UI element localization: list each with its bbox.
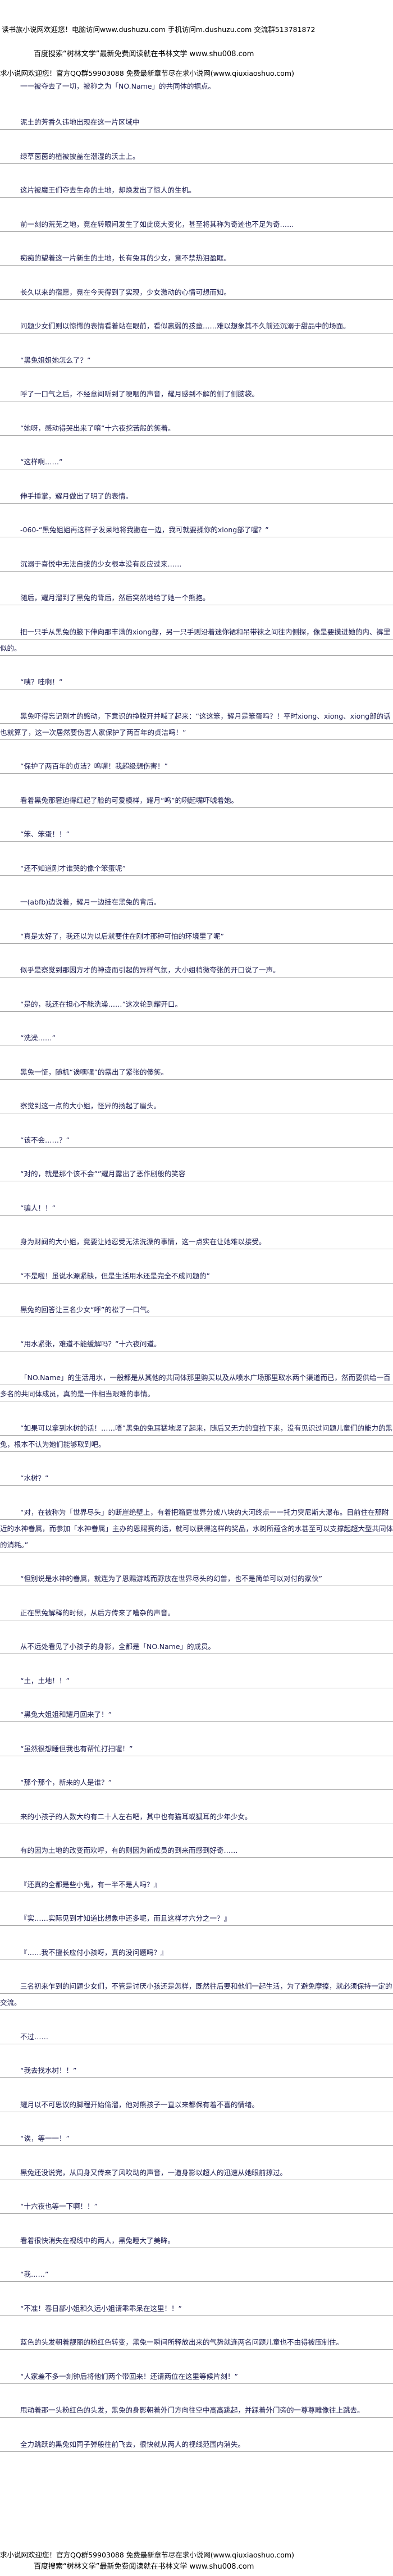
- paragraph: 正在黑兔解释的时候，从后方传来了嘈杂的声音。: [0, 1604, 393, 1621]
- paragraph: “保护了两百年的贞洁？呜喔！我超级想伤害！”: [0, 758, 393, 774]
- site-footer: 求小说网欢迎您！官方QQ群59903088 免费最新章节尽在求小说网(www.q…: [0, 2549, 393, 2573]
- paragraph: 『还真的全都是些小鬼，有一半不是人吗？』: [0, 1876, 393, 1893]
- paragraph: 察觉到这一点的大小姐，怪异的扬起了眉头。: [0, 1098, 393, 1114]
- footer-qq-line: 求小说网欢迎您！官方QQ群59903088 免费最新章节尽在求小说网(www.q…: [0, 2551, 294, 2559]
- paragraph: 甩动着那一头粉红色的头发，黑兔的身影朝着外门方向往空中高高跳起，并踩着外门旁的一…: [0, 2402, 393, 2418]
- paragraph: 来的小孩子的人数大约有二十人左右吧，其中也有猫耳或狐耳的少年少女。: [0, 1808, 393, 1825]
- paragraph: 黑兔还没说完，从周身又传来了风吹动的声音，一道身影以超人的迅速从她眼前掠过。: [0, 2164, 393, 2181]
- paragraph: 三名初来乍到的问题少女们，不管是讨厌小孩还是怎样，既然往后要和他们一起生活，为了…: [0, 1978, 393, 2011]
- paragraph: 绿草茵茵的植被披盖在潮湿的沃土上。: [0, 148, 393, 165]
- paragraph: 身为财阀的大小姐，竟要让她忍受无法洗澡的事情，这一点实在让她难以接受。: [0, 1234, 393, 1250]
- paragraph: “咦？哇啊！”: [0, 674, 393, 690]
- paragraph: 问题少女们则以惊愕的表情看着站在眼前，看似羸弱的孩童……难以想象其不久前还沉溺于…: [0, 318, 393, 334]
- footer-search-promo-line: 百度搜索“树林文学”最新免费阅读就在书林文学 www.shu008.com: [34, 2563, 254, 2571]
- chapter-body: 泥土的芳香久违地出现在这一片区域中 绿草茵茵的植被披盖在潮湿的沃土上。 这片被魔王们…: [0, 114, 393, 2470]
- paragraph: 痴痴的望着这一片新生的土地，长有兔耳的少女，竟不禁热泪盈眶。: [0, 250, 393, 266]
- paragraph: 『……我不擅长应付小孩呀，真的没问题吗？』: [0, 1944, 393, 1961]
- paragraph: “该不会……？”: [0, 1131, 393, 1148]
- paragraph: 泥土的芳香久违地出现在这一片区域中: [0, 114, 393, 130]
- paragraph: “水树？”: [0, 1470, 393, 1486]
- paragraph: 耀月以不可思议的脚程开始偷溜，他对熊孩子一直以来都保有着不喜的情绪。: [0, 2096, 393, 2113]
- paragraph: 伸手捶掌，耀月做出了明了的表情。: [0, 487, 393, 504]
- paragraph: “这样啊……”: [0, 454, 393, 470]
- paragraph: “如果可以拿到水树的话！……唔”黑兔的兔耳猛地竖了起来，随后又无力的耷拉下来，没…: [0, 1419, 393, 1453]
- paragraph: 前一刻的荒芜之地，竟在转眼间发生了如此庞大变化，甚至将其称为奇迹也不足为奇……: [0, 216, 393, 232]
- paragraph: 不过……: [0, 2028, 393, 2045]
- paragraph: “对，在被称为「世界尽头」的断崖绝壁上，有着把箱庭世界分成八块的大河终点一一托力…: [0, 1504, 393, 1553]
- paragraph: 全力跳跃的黑兔如同子弹般往前飞去，很快就从两人的视线范围内消失。: [0, 2436, 393, 2452]
- site-qq-line: 求小说网欢迎您！官方QQ群59903088 免费最新章节尽在求小说网(www.q…: [0, 69, 294, 77]
- paragraph: “我……”: [0, 2266, 393, 2282]
- paragraph: “人家差不多一刻钟后将他们两个带回来！还请两位在这里等候片刻！”: [0, 2368, 393, 2385]
- paragraph: 沉溺于喜悦中无法自拔的少女根本没有反应过来……: [0, 555, 393, 572]
- paragraph: 「NO.Name」的生活用水，一般都是从其他的共同体那里购买以及从喷水广场那里取…: [0, 1369, 393, 1402]
- paragraph: 黑兔吓得忘记刚才的感动，下意识的挣脱开并喊了起来：“这这笨，耀月是笨蛋吗？！平时…: [0, 707, 393, 741]
- paragraph: “笨、笨蛋！！”: [0, 826, 393, 842]
- paragraph: “黑兔姐姐她怎么了？”: [0, 351, 393, 368]
- paragraph: -060-“黑兔姐姐再这样子发呆地将我撇在一边，我可就要揉你的xiong部了喔？…: [0, 522, 393, 538]
- paragraph: “土，土地！！”: [0, 1672, 393, 1689]
- paragraph: 长久以来的宿愿，竟在今天得到了实现，少女激动的心情可想而知。: [0, 284, 393, 300]
- paragraph: “不准！春日部小姐和久远小姐请乖乖呆在这里！！”: [0, 2300, 393, 2317]
- paragraph: “对的，就是那个该不会””耀月露出了恶作剧般的笑容: [0, 1166, 393, 1182]
- paragraph: “洗澡……”: [0, 1030, 393, 1046]
- paragraph: “还不知道刚才谁哭的像个笨蛋呢”: [0, 860, 393, 876]
- paragraph: “用水紧张，难道不能缓解吗？”十六夜问道。: [0, 1335, 393, 1352]
- paragraph: “她呀，感动得哭出来了唷”十六夜挖苦般的笑着。: [0, 419, 393, 436]
- paragraph: 黑兔一怔，随机“诶嘿嘿”的露出了紧张的傻笑。: [0, 1063, 393, 1080]
- paragraph: 蓝色的头发朝着靓丽的粉红色转变，黑兔一瞬间所释放出来的气势就连两名问题儿童也不由…: [0, 2334, 393, 2350]
- search-promo-line: 百度搜索“树林文学”最新免费阅读就在书林文学 www.shu008.com: [34, 50, 254, 58]
- paragraph: 这片被魔王们夺去生命的土地，却焕发出了惊人的生机。: [0, 182, 393, 198]
- paragraph: 一(abfb)边说着，耀月一边挂在黑兔的背后。: [0, 894, 393, 910]
- paragraph: 似乎是察觉到那因方才的神迹而引起的异样气氛，大小姐稍微夸张的开口说了一声。: [0, 962, 393, 978]
- paragraph: “不是啦！虽说水源紧缺，但是生活用水还是完全不成问题的”: [0, 1267, 393, 1284]
- paragraph: 从不远处看见了小孩子的身影，全都是「NO.Name」的成员。: [0, 1638, 393, 1655]
- paragraph: 看着很快消失在视线中的两人，黑兔瞪大了美眸。: [0, 2232, 393, 2249]
- paragraph: “诶，等一一！”: [0, 2130, 393, 2146]
- paragraph: “那个那个，新来的人是谁？”: [0, 1774, 393, 1791]
- chapter-intro: 一一被夺去了一切，被称之为「NO.Name」的共同体的据点。: [20, 82, 216, 90]
- paragraph: “黑兔大姐姐和耀月回来了！”: [0, 1706, 393, 1723]
- paragraph: “真是太好了，我还以为以后就要住在刚才那种可怕的环境里了呢”: [0, 928, 393, 944]
- paragraph: “骗人！！”: [0, 1199, 393, 1216]
- paragraph: “虽然很想睡但我也有帮忙打扫喔！”: [0, 1740, 393, 1757]
- paragraph: 黑兔的回答让三名少女“呼”的松了一口气。: [0, 1301, 393, 1318]
- paragraph: “我去找水树！！”: [0, 2062, 393, 2079]
- paragraph: 把一只手从黑兔的腋下伸向那丰满的xiong部，另一只手则沿着迷你裙和吊带袜之间往…: [0, 623, 393, 656]
- site-welcome-line: 读书族小说网欢迎您！电脑访问www.dushuzu.com 手机访问m.dush…: [2, 25, 316, 34]
- paragraph: 随后，耀月溜到了黑兔的背后，然后突然地给了她一个熊抱。: [0, 590, 393, 606]
- paragraph: 『实……实际见到才知道比想象中还多呢，而且这样才六分之一？』: [0, 1910, 393, 1926]
- paragraph: “但别说是水神的眷属，就连为了恩赐游戏而野放在世界尽头的幻兽，也不是简单可以对付…: [0, 1570, 393, 1587]
- paragraph: “是的，我还在担心不能洗澡……”这次轮到耀开口。: [0, 995, 393, 1012]
- paragraph: “十六夜也等一下啊！！”: [0, 2198, 393, 2214]
- paragraph: 有的因为土地的改变而欢呼，有的则因为新成员的到来而感到好奇……: [0, 1842, 393, 1858]
- paragraph: 呼了一口气之后，不经意间听到了哽咽的声音，耀月感到不解的侧了侧脑袋。: [0, 386, 393, 402]
- paragraph: 看着黑兔那窘迫得红起了脸的可爱模样，耀月“呜”的咧起嘴吓唬着她。: [0, 792, 393, 809]
